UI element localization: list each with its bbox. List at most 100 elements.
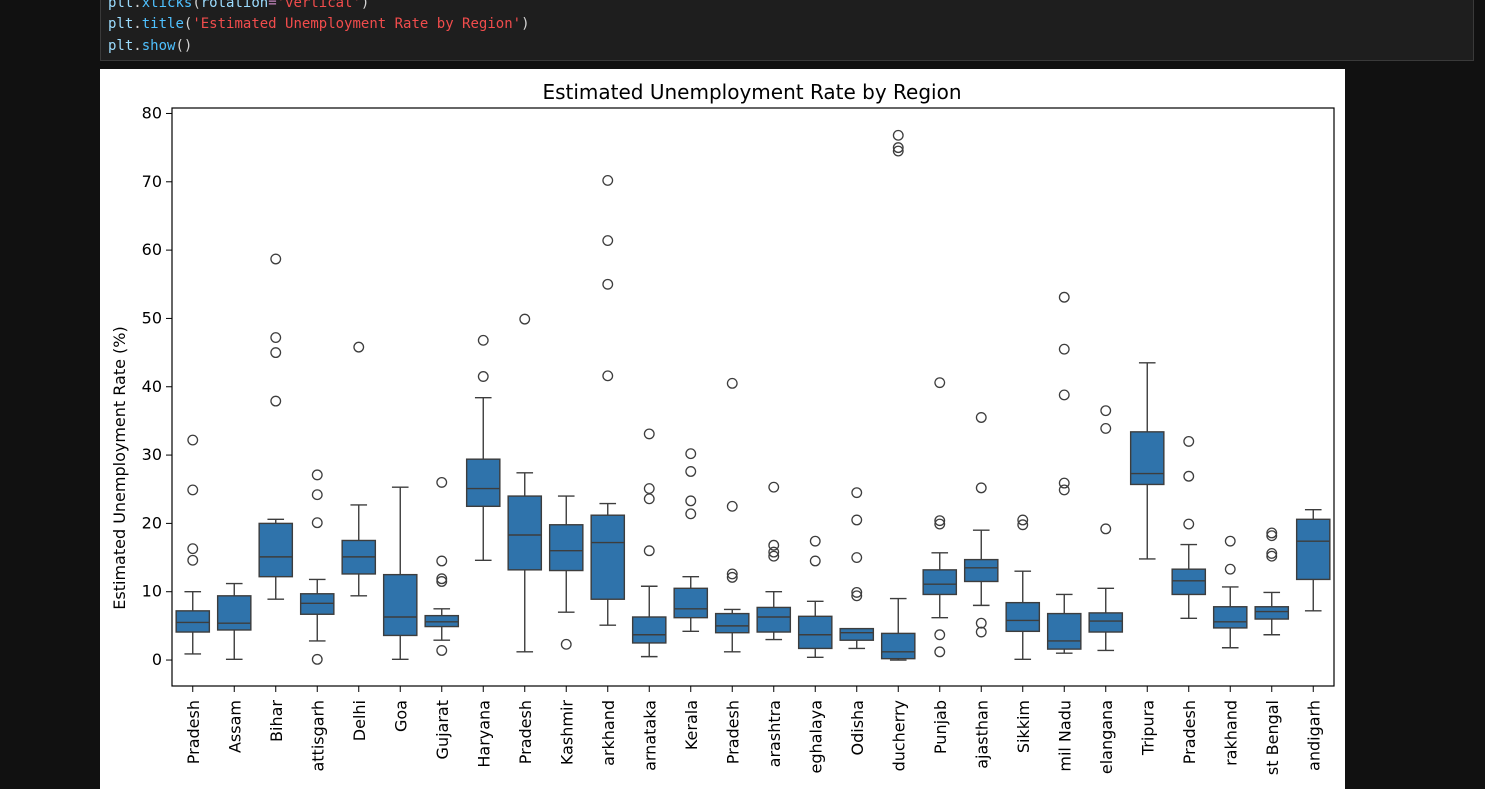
outlier-point — [270, 347, 282, 359]
box-10 — [590, 174, 626, 626]
y-tick-label: 40 — [142, 377, 162, 396]
outlier-point — [934, 377, 946, 389]
outlier-point — [1058, 477, 1070, 489]
outlier-point — [851, 487, 863, 499]
box-21 — [1046, 291, 1082, 654]
code-line-title: plt.title('Estimated Unemployment Rate b… — [108, 16, 530, 32]
outlier-point — [1058, 484, 1070, 496]
outlier-point — [311, 469, 323, 481]
outlier-point — [1017, 514, 1029, 526]
outlier-point — [975, 412, 987, 423]
x-tick-label: Assam — [225, 700, 244, 753]
outlier-point — [685, 495, 697, 507]
code-token: xticks — [141, 0, 193, 11]
cell-output: Estimated Unemployment Rate by Region Es… — [100, 69, 1345, 789]
x-tick-label: arkhand — [599, 700, 618, 766]
box-25 — [1212, 535, 1248, 649]
box-iqr — [839, 627, 875, 641]
box-12 — [673, 448, 709, 633]
outlier-point — [311, 653, 323, 665]
outlier-point — [1183, 435, 1195, 447]
outlier-point — [602, 174, 614, 186]
box-iqr — [1088, 612, 1124, 633]
box-3 — [299, 469, 335, 665]
box-27 — [1295, 509, 1331, 612]
code-token: plt — [108, 0, 134, 11]
x-tick-label: ajasthan — [972, 700, 991, 769]
outlier-point — [892, 142, 904, 154]
x-tick-label: andigarh — [1304, 700, 1323, 771]
outlier-point — [1266, 548, 1278, 559]
box-iqr — [382, 573, 418, 637]
box-24 — [1171, 435, 1207, 620]
outlier-point — [477, 371, 489, 382]
outlier-point — [726, 571, 738, 583]
box-5 — [382, 486, 418, 661]
axes: 0 10 20 30 40 50 60 70 80 Pradesh Assam Bihar attisg… — [142, 103, 1335, 775]
outlier-point — [934, 629, 946, 641]
outlier-point — [187, 554, 199, 566]
outlier-point — [270, 395, 282, 407]
outlier-point — [685, 466, 697, 477]
outlier-point — [975, 482, 987, 494]
box-iqr — [963, 558, 999, 583]
outlier-point — [643, 483, 655, 495]
box-22 — [1088, 405, 1124, 652]
outlier-point — [1224, 535, 1236, 547]
outlier-point — [1224, 563, 1236, 575]
outlier-point — [768, 546, 780, 558]
outlier-point — [934, 646, 946, 658]
outlier-point — [851, 552, 863, 564]
outlier-point — [187, 543, 199, 555]
box-iqr — [673, 587, 709, 619]
x-tick-label: arashtra — [765, 700, 784, 767]
code-line-xticks: plt.xticks(rotation='vertical') — [108, 0, 369, 11]
x-tick-label: eghalaya — [806, 700, 825, 773]
outlier-point — [602, 370, 614, 382]
outlier-point — [643, 428, 655, 440]
outlier-point — [851, 514, 863, 526]
outlier-point — [1017, 519, 1029, 531]
x-tick-label: Odisha — [848, 700, 867, 755]
outlier-point — [1266, 530, 1278, 542]
box-iqr — [1254, 606, 1290, 620]
outlier-point — [1058, 389, 1070, 401]
box-26 — [1254, 527, 1290, 636]
box-iqr — [548, 524, 584, 572]
x-tick-label: arnataka — [640, 700, 659, 771]
outlier-point — [477, 334, 489, 346]
x-tick-label: Kashmir — [557, 700, 576, 766]
y-tick-label: 0 — [152, 650, 162, 669]
code-token: plt — [108, 38, 134, 54]
outlier-point — [187, 484, 199, 496]
outlier-point — [726, 568, 738, 580]
box-iqr — [922, 569, 958, 596]
outlier-point — [311, 517, 323, 529]
outlier-point — [436, 645, 448, 656]
outlier-point — [934, 515, 946, 527]
outlier-point — [643, 545, 655, 557]
box-iqr — [797, 615, 833, 650]
outlier-point — [270, 253, 282, 265]
outlier-point — [1058, 291, 1070, 303]
outlier-point — [1183, 518, 1195, 530]
y-axis-label: Estimated Unemployment Rate (%) — [110, 326, 129, 609]
box-iqr — [465, 458, 501, 508]
x-tick-label: rakhand — [1221, 700, 1240, 766]
boxes — [175, 129, 1331, 665]
x-tick-label: Kerala — [682, 700, 701, 750]
outlier-point — [1100, 523, 1112, 535]
boxplot-chart: Estimated Unemployment Rate by Region Es… — [110, 80, 1335, 775]
box-9 — [548, 495, 584, 650]
box-17 — [880, 129, 916, 661]
code-cell[interactable]: plt.xticks(rotation='vertical') plt.titl… — [100, 0, 1474, 61]
outlier-point — [602, 278, 614, 290]
code-token: plt — [108, 16, 134, 32]
outlier-point — [1100, 422, 1112, 434]
outlier-point — [519, 313, 531, 325]
x-tick-label: Goa — [391, 700, 410, 732]
x-tick-label: Pradesh — [184, 700, 203, 764]
outlier-point — [436, 576, 448, 587]
box-13 — [714, 377, 750, 653]
chart-title: Estimated Unemployment Rate by Region — [542, 80, 961, 104]
